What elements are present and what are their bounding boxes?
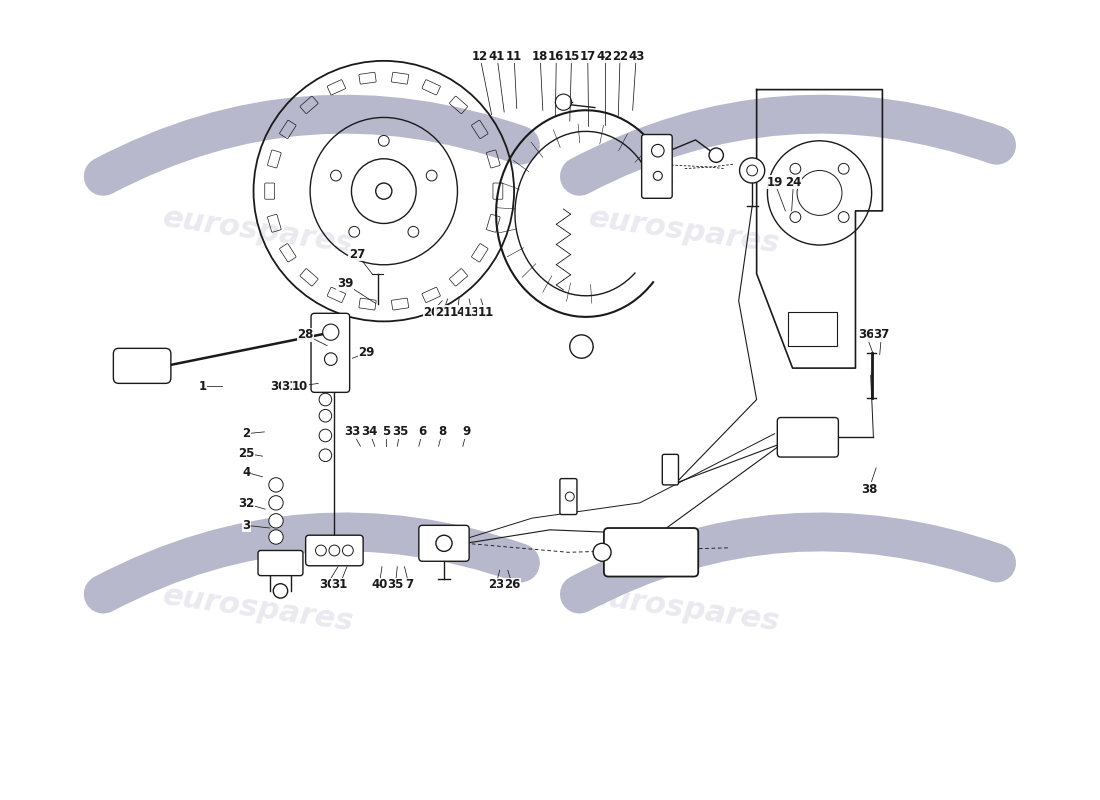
Circle shape [349, 226, 360, 238]
Text: 40: 40 [371, 578, 387, 591]
Circle shape [319, 410, 332, 422]
Text: 10: 10 [293, 379, 308, 393]
Circle shape [739, 158, 764, 183]
Text: 22: 22 [612, 50, 628, 63]
Circle shape [747, 165, 758, 176]
Circle shape [790, 212, 801, 222]
Circle shape [268, 478, 283, 492]
Text: 17: 17 [580, 50, 596, 63]
Text: 4: 4 [242, 466, 251, 479]
Text: 11: 11 [477, 306, 494, 319]
Text: 30: 30 [271, 379, 287, 393]
Text: 3: 3 [242, 519, 251, 532]
Circle shape [268, 514, 283, 528]
Circle shape [790, 163, 801, 174]
Circle shape [376, 183, 392, 199]
Text: 31: 31 [282, 379, 298, 393]
Text: 8: 8 [438, 426, 447, 438]
Text: 35: 35 [387, 578, 404, 591]
Text: 33: 33 [344, 426, 361, 438]
Text: eurospares: eurospares [161, 204, 355, 259]
FancyBboxPatch shape [258, 550, 303, 576]
Circle shape [268, 496, 283, 510]
Circle shape [651, 145, 664, 157]
Text: 6: 6 [418, 426, 427, 438]
Circle shape [593, 543, 612, 562]
Text: 7: 7 [405, 578, 412, 591]
FancyBboxPatch shape [662, 454, 679, 485]
Text: 31: 31 [331, 578, 348, 591]
FancyBboxPatch shape [311, 314, 350, 392]
Text: 18: 18 [532, 50, 548, 63]
FancyBboxPatch shape [113, 348, 170, 383]
Bar [788, 311, 837, 346]
Text: 43: 43 [628, 50, 645, 63]
Text: 39: 39 [337, 277, 353, 290]
Circle shape [556, 94, 572, 110]
Text: 2: 2 [242, 427, 251, 440]
Text: 35: 35 [392, 426, 408, 438]
Text: 15: 15 [563, 50, 580, 63]
FancyBboxPatch shape [306, 535, 363, 566]
Text: 25: 25 [238, 447, 254, 460]
Circle shape [342, 545, 353, 556]
Circle shape [570, 335, 593, 358]
Circle shape [319, 449, 332, 462]
Text: 34: 34 [361, 426, 377, 438]
Text: 21: 21 [434, 306, 451, 319]
Circle shape [324, 353, 337, 366]
Circle shape [329, 545, 340, 556]
Text: 9: 9 [462, 426, 471, 438]
Text: 24: 24 [785, 176, 802, 189]
Text: 38: 38 [860, 483, 877, 496]
Circle shape [427, 170, 437, 181]
Text: 23: 23 [488, 578, 504, 591]
Circle shape [436, 535, 452, 551]
Circle shape [319, 429, 332, 442]
Circle shape [378, 135, 389, 146]
Text: 30: 30 [319, 578, 336, 591]
Text: 20: 20 [424, 306, 440, 319]
Circle shape [273, 584, 288, 598]
Text: eurospares: eurospares [587, 204, 782, 259]
Text: 1: 1 [198, 379, 207, 393]
Text: 12: 12 [472, 50, 488, 63]
Circle shape [331, 170, 341, 181]
Circle shape [838, 212, 849, 222]
Text: eurospares: eurospares [587, 581, 782, 637]
Circle shape [322, 324, 339, 340]
Circle shape [838, 163, 849, 174]
Circle shape [710, 148, 724, 162]
Circle shape [653, 171, 662, 180]
FancyBboxPatch shape [419, 526, 469, 562]
Text: 32: 32 [239, 498, 254, 510]
FancyBboxPatch shape [560, 478, 578, 514]
Circle shape [316, 545, 327, 556]
Circle shape [319, 394, 332, 406]
Text: 13: 13 [464, 306, 480, 319]
Text: eurospares: eurospares [161, 581, 355, 637]
Text: 41: 41 [488, 50, 505, 63]
Text: 26: 26 [504, 578, 520, 591]
Text: 16: 16 [548, 50, 564, 63]
Circle shape [268, 530, 283, 544]
FancyBboxPatch shape [778, 418, 838, 457]
Circle shape [565, 492, 574, 501]
Text: 14: 14 [449, 306, 465, 319]
Text: 11: 11 [506, 50, 522, 63]
FancyBboxPatch shape [604, 528, 698, 577]
Text: 42: 42 [596, 50, 613, 63]
Text: 29: 29 [359, 346, 375, 359]
FancyBboxPatch shape [641, 134, 672, 198]
Text: 37: 37 [873, 328, 890, 342]
Text: 5: 5 [383, 426, 390, 438]
Text: 19: 19 [767, 176, 783, 189]
Text: 36: 36 [858, 328, 874, 342]
Text: 28: 28 [297, 328, 313, 342]
Circle shape [408, 226, 419, 238]
Text: 27: 27 [349, 247, 365, 261]
